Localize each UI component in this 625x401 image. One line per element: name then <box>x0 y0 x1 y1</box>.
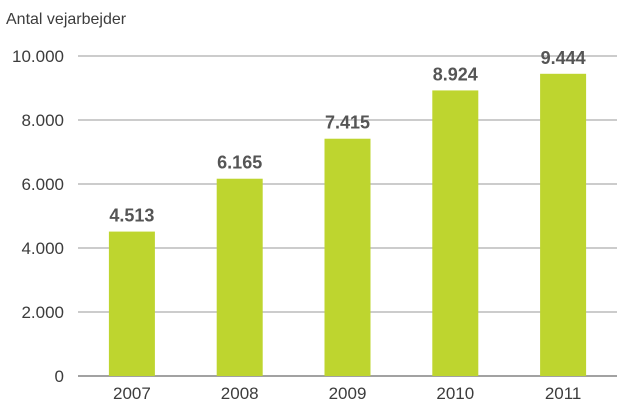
y-tick-label: 10.000 <box>12 47 64 66</box>
x-axis-tick-labels: 2007 2008 2009 2010 2011 <box>113 384 581 401</box>
x-tick-label-2010: 2010 <box>436 384 474 401</box>
bars <box>108 73 587 377</box>
data-labels: 4.513 6.165 7.415 8.924 9.444 <box>109 48 585 226</box>
bar-2010 <box>432 90 479 376</box>
y-axis-tick-labels: 0 2.000 4.000 6.000 8.000 10.000 <box>12 47 64 386</box>
x-tick-label-2008: 2008 <box>221 384 259 401</box>
x-tick-label-2011: 2011 <box>545 384 582 401</box>
bar-2007 <box>108 231 155 376</box>
y-tick-label: 8.000 <box>21 111 64 130</box>
bar-2011 <box>540 73 587 377</box>
y-tick-label: 6.000 <box>21 175 64 194</box>
bar-2008 <box>216 178 263 376</box>
data-label-2007: 4.513 <box>109 206 154 226</box>
y-tick-label: 0 <box>55 367 64 386</box>
y-axis-unit-label: Antal vejarbejder <box>6 11 127 28</box>
data-label-2010: 8.924 <box>433 64 478 84</box>
data-label-2009: 7.415 <box>325 113 370 133</box>
y-tick-label: 2.000 <box>21 303 64 322</box>
data-label-2008: 6.165 <box>217 153 262 173</box>
bar-2009 <box>324 138 371 376</box>
x-tick-label-2007: 2007 <box>113 384 151 401</box>
x-tick-label-2009: 2009 <box>329 384 367 401</box>
data-label-2011: 9.444 <box>541 48 586 68</box>
y-tick-label: 4.000 <box>21 239 64 258</box>
